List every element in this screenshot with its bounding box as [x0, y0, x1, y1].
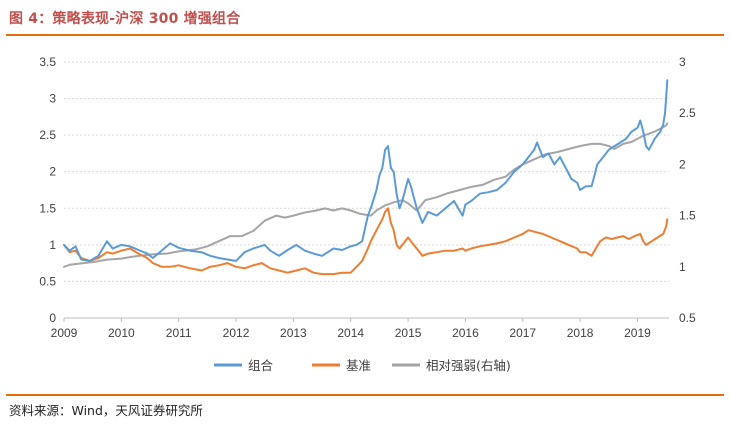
x-axis-tick-label: 2015	[395, 326, 422, 340]
x-axis-ticks: 2009 2010 2011 2012 2013 2014 2015 2016 2017 2018…	[51, 317, 669, 340]
right-axis-tick-label: 2.5	[679, 106, 696, 120]
right-axis-ticks: 0.5 1 1.5 2 2.5 3	[679, 55, 696, 325]
x-axis-tick-label: 2013	[280, 326, 307, 340]
left-axis-tick-label: 2	[49, 165, 56, 179]
x-axis-tick-label: 2011	[166, 326, 192, 340]
left-axis-tick-label: 1.5	[39, 201, 56, 215]
series-line-0	[63, 79, 669, 262]
source-note: 资料来源：Wind，天风证券研究所	[9, 403, 203, 418]
x-axis-tick-label: 2012	[223, 326, 250, 340]
legend: 组合 基准 相对强弱(右轴)	[214, 358, 511, 373]
series-line-2	[63, 122, 669, 268]
left-axis-ticks: 0 0.5 1 1.5 2 2.5 3 3.5	[39, 55, 56, 325]
figure-title: 图 4：策略表现-沪深 300 增强组合	[9, 11, 241, 27]
x-axis-tick-label: 2014	[337, 326, 364, 340]
series-lines	[63, 79, 669, 276]
left-axis-tick-label: 1	[49, 238, 56, 252]
title-divider	[6, 34, 724, 36]
x-axis-tick-label: 2018	[567, 326, 594, 340]
x-axis-tick-label: 2016	[452, 326, 479, 340]
x-axis-tick-label: 2010	[108, 326, 135, 340]
left-axis-tick-label: 0	[49, 311, 56, 325]
right-axis-tick-label: 1	[679, 260, 686, 274]
legend-label: 组合	[248, 358, 274, 373]
left-axis-tick-label: 3	[49, 92, 56, 106]
legend-label: 相对强弱(右轴)	[426, 358, 511, 373]
x-axis-tick-label: 2017	[509, 326, 536, 340]
right-axis-tick-label: 2	[679, 157, 686, 171]
right-axis-tick-label: 0.5	[679, 311, 696, 325]
right-axis-tick-label: 3	[679, 55, 686, 69]
left-axis-tick-label: 3.5	[39, 55, 56, 69]
series-line-1	[63, 207, 669, 276]
footer-divider	[6, 394, 724, 396]
x-axis-tick-label: 2009	[51, 326, 78, 340]
left-axis-tick-label: 0.5	[39, 274, 56, 288]
right-axis-tick-label: 1.5	[679, 209, 696, 223]
legend-label: 基准	[346, 358, 371, 373]
left-axis-tick-label: 2.5	[39, 128, 56, 142]
x-axis-tick-label: 2019	[624, 326, 651, 340]
